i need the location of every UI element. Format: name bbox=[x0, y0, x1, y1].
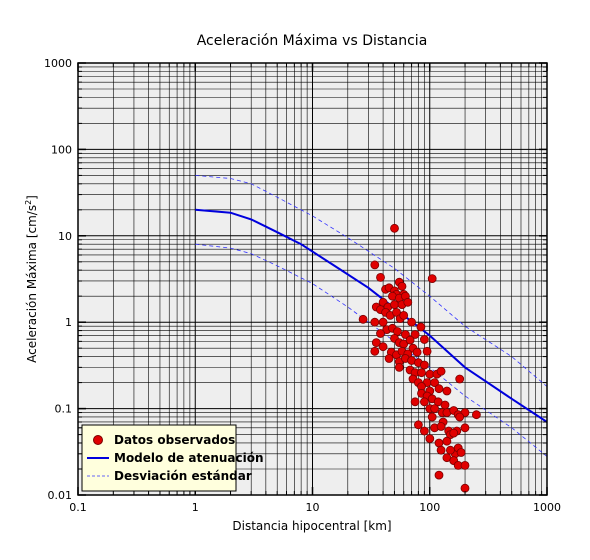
data-point bbox=[376, 272, 385, 282]
x-axis-label: Distancia hipocentral [km] bbox=[232, 519, 391, 533]
data-points bbox=[358, 223, 481, 493]
data-point bbox=[434, 438, 444, 448]
legend-label-model: Modelo de atenuación bbox=[114, 451, 264, 465]
x-tick-label: 100 bbox=[419, 501, 440, 514]
data-point bbox=[460, 460, 470, 470]
data-point bbox=[427, 274, 437, 284]
data-point bbox=[371, 338, 381, 348]
y-tick-label: 1000 bbox=[44, 57, 72, 70]
data-point bbox=[378, 342, 388, 352]
data-point bbox=[455, 412, 465, 422]
data-point bbox=[434, 384, 444, 394]
data-point bbox=[419, 360, 429, 370]
data-point bbox=[370, 260, 380, 270]
y-axis-label: Aceleración Máxima [cm/s2] bbox=[24, 195, 39, 363]
data-point bbox=[405, 335, 415, 345]
data-point bbox=[436, 422, 446, 431]
data-point bbox=[417, 368, 426, 378]
y-tick-label: 100 bbox=[51, 143, 72, 156]
data-point bbox=[430, 404, 440, 414]
y-tick-label: 1 bbox=[65, 316, 72, 329]
x-tick-label: 1 bbox=[192, 501, 199, 514]
data-point bbox=[419, 397, 429, 407]
data-point bbox=[378, 317, 388, 327]
legend-label-observed: Datos observados bbox=[114, 433, 235, 447]
data-point bbox=[422, 346, 432, 356]
legend: Datos observados Modelo de atenuación De… bbox=[81, 424, 264, 492]
data-point bbox=[410, 330, 420, 339]
data-point bbox=[384, 354, 394, 363]
legend-marker-observed bbox=[93, 435, 103, 445]
legend-label-std: Desviación estándar bbox=[114, 469, 252, 483]
data-point bbox=[442, 436, 452, 446]
std-curve-3 bbox=[195, 243, 548, 457]
x-tick-label: 0.1 bbox=[69, 501, 87, 514]
data-point bbox=[413, 420, 423, 430]
data-point bbox=[412, 347, 422, 357]
data-point bbox=[419, 335, 429, 344]
data-point bbox=[449, 428, 459, 438]
data-point bbox=[445, 445, 455, 455]
data-point bbox=[358, 314, 368, 324]
data-point bbox=[400, 330, 410, 339]
data-point bbox=[376, 329, 385, 338]
data-point bbox=[397, 281, 407, 291]
data-point bbox=[442, 386, 452, 396]
data-point bbox=[456, 448, 466, 457]
data-point bbox=[410, 397, 420, 407]
x-tick-label: 1000 bbox=[533, 501, 561, 514]
x-tick-label: 10 bbox=[306, 501, 320, 514]
data-point bbox=[403, 297, 413, 307]
y-tick-label: 10 bbox=[58, 230, 72, 243]
data-point bbox=[455, 374, 465, 384]
data-point bbox=[434, 470, 444, 480]
y-axis-label-main: Aceleración Máxima [cm/s bbox=[25, 205, 39, 363]
y-axis-label-end: ] bbox=[25, 195, 39, 200]
y-tick-label: 0.01 bbox=[48, 489, 73, 502]
data-point bbox=[390, 223, 399, 233]
data-point bbox=[407, 317, 417, 327]
data-point bbox=[419, 426, 429, 436]
curves bbox=[195, 175, 548, 457]
data-point bbox=[436, 366, 446, 376]
data-point bbox=[460, 423, 470, 433]
data-point bbox=[427, 412, 437, 422]
chart-title: Aceleración Máxima vs Distancia bbox=[197, 33, 428, 49]
model-curve bbox=[195, 208, 548, 423]
data-point bbox=[394, 362, 404, 372]
data-point bbox=[440, 400, 450, 410]
data-point bbox=[370, 317, 380, 327]
y-tick-label: 0.1 bbox=[55, 403, 73, 416]
data-point bbox=[430, 378, 440, 388]
data-point bbox=[390, 300, 399, 310]
std-curve-2 bbox=[195, 175, 548, 387]
data-point bbox=[399, 310, 409, 320]
data-point bbox=[436, 445, 446, 455]
y-axis-label-sup: 2 bbox=[24, 200, 33, 205]
data-point bbox=[425, 434, 435, 444]
data-point bbox=[370, 346, 380, 356]
data-point bbox=[471, 410, 481, 420]
data-point bbox=[416, 322, 426, 332]
